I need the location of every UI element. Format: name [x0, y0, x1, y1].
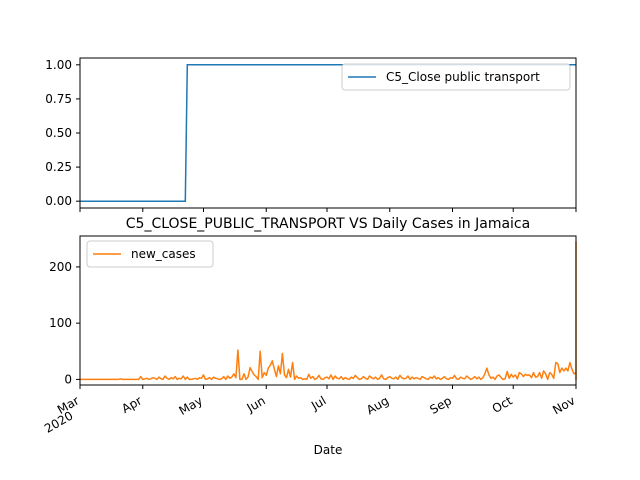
y-tick-label: 200 [49, 260, 72, 274]
top-legend: C5_Close public transport [341, 63, 571, 91]
top-y-axis: 0.00 0.25 0.50 0.75 1.00 [45, 58, 577, 212]
bottom-legend: new_cases [86, 240, 214, 268]
top-axes-frame [79, 57, 577, 209]
x-axis-label: Date [314, 443, 343, 457]
y-tick-label: 0.25 [45, 160, 72, 174]
bottom-y-axis: 0 100 200 [49, 260, 80, 386]
x-tick-label: Jul [308, 393, 328, 413]
y-tick-label: 0 [64, 372, 72, 386]
legend-label-c5-close-public-transport: C5_Close public transport [386, 70, 540, 84]
policy-subplot: 0.00 0.25 0.50 0.75 1.00 C5_Close public tra… [45, 57, 577, 212]
bottom-chart-title: C5_CLOSE_PUBLIC_TRANSPORT VS Daily Cases… [126, 216, 530, 232]
y-tick-label: 0.75 [45, 92, 72, 106]
legend-box [341, 63, 571, 91]
y-tick-label: 1.00 [45, 58, 72, 72]
y-tick-label: 0.50 [45, 126, 72, 140]
y-tick-label: 0.00 [45, 194, 72, 208]
legend-label-new-cases: new_cases [131, 247, 196, 261]
legend-box [86, 240, 214, 268]
bottom-axes-frame [79, 235, 577, 386]
y-tick-label: 100 [49, 316, 72, 330]
